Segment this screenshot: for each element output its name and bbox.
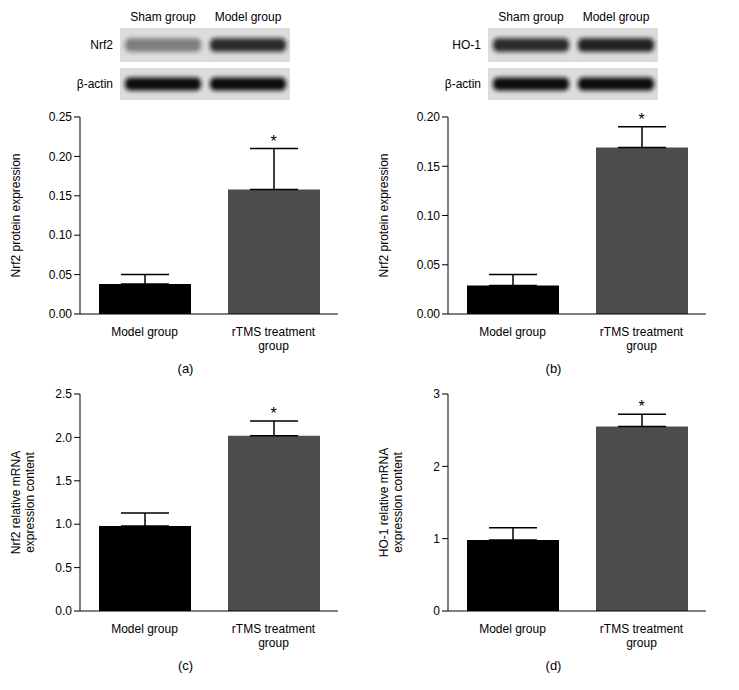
svg-text:0.5: 0.5	[55, 561, 72, 575]
svg-text:Model group: Model group	[111, 622, 178, 636]
svg-text:β-actin: β-actin	[445, 77, 481, 91]
svg-text:Model group: Model group	[583, 10, 650, 24]
html-text:(c): (c)	[177, 658, 194, 673]
svg-text:1: 1	[433, 532, 440, 546]
svg-text:HO-1: HO-1	[452, 38, 481, 52]
svg-text:*: *	[638, 398, 644, 415]
svg-text:0.05: 0.05	[417, 258, 441, 272]
svg-text:*: *	[270, 133, 276, 150]
svg-text:Nrf2 protein expression: Nrf2 protein expression	[377, 153, 391, 277]
svg-text:2.0: 2.0	[55, 431, 72, 445]
svg-text:Model group: Model group	[111, 325, 178, 339]
svg-text:0.20: 0.20	[417, 110, 441, 124]
svg-text:Model group: Model group	[479, 325, 546, 339]
svg-text:0.00: 0.00	[49, 307, 73, 321]
svg-text:rTMS treatmentgroup: rTMS treatmentgroup	[600, 622, 684, 650]
svg-text:0.20: 0.20	[49, 150, 73, 164]
html-text:(d): (d)	[545, 658, 562, 673]
svg-text:rTMS treatmentgroup: rTMS treatmentgroup	[232, 622, 316, 650]
svg-text:0.10: 0.10	[417, 209, 441, 223]
svg-text:1.5: 1.5	[55, 474, 72, 488]
svg-text:*: *	[270, 405, 276, 422]
svg-text:Nrf2: Nrf2	[90, 38, 113, 52]
svg-text:rTMS treatmentgroup: rTMS treatmentgroup	[600, 325, 684, 353]
svg-text:0.00: 0.00	[417, 307, 441, 321]
svg-text:0.25: 0.25	[49, 110, 73, 124]
svg-text:Sham group: Sham group	[498, 10, 564, 24]
svg-text:Model group: Model group	[215, 10, 282, 24]
svg-text:3: 3	[433, 387, 440, 401]
svg-text:2: 2	[433, 460, 440, 474]
svg-text:1.0: 1.0	[55, 517, 72, 531]
svg-text:0.05: 0.05	[49, 268, 73, 282]
svg-text:β-actin: β-actin	[77, 77, 113, 91]
svg-text:rTMS treatmentgroup: rTMS treatmentgroup	[232, 325, 316, 353]
svg-text:*: *	[638, 111, 644, 128]
svg-text:0.15: 0.15	[417, 160, 441, 174]
svg-text:HO-1 relative mRNAexpression c: HO-1 relative mRNAexpression content	[377, 448, 405, 557]
svg-text:2.5: 2.5	[55, 387, 72, 401]
svg-text:0.0: 0.0	[55, 604, 72, 618]
svg-text:0.15: 0.15	[49, 189, 73, 203]
html-text:(a): (a)	[177, 361, 194, 376]
html-text:(b): (b)	[545, 361, 562, 376]
svg-text:Sham group: Sham group	[130, 10, 196, 24]
svg-text:0: 0	[433, 604, 440, 618]
svg-text:Nrf2 relative mRNAexpression c: Nrf2 relative mRNAexpression content	[9, 451, 37, 554]
svg-text:Model group: Model group	[479, 622, 546, 636]
svg-text:Nrf2 protein expression: Nrf2 protein expression	[9, 153, 23, 277]
svg-text:0.10: 0.10	[49, 228, 73, 242]
